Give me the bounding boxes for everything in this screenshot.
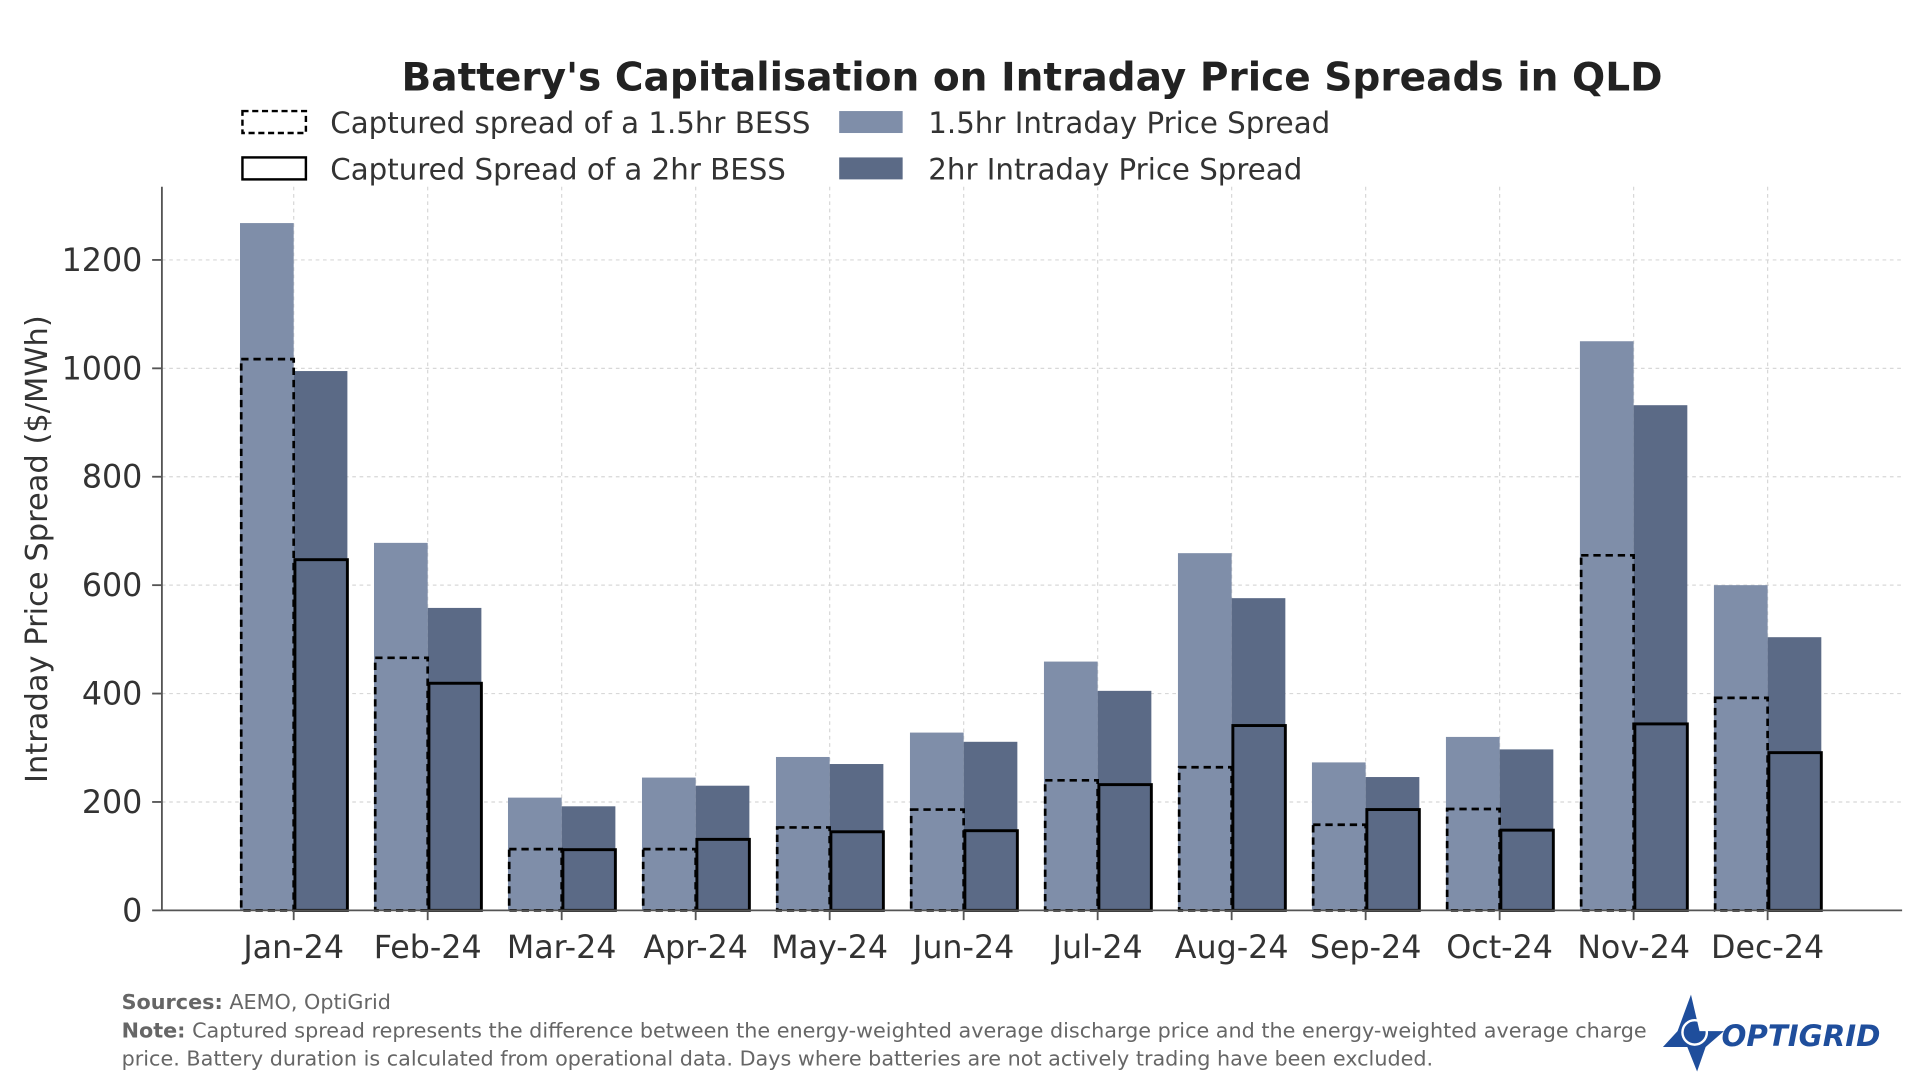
logo-globe-icon [1681, 1018, 1709, 1046]
y-tick-label: 200 [82, 785, 143, 821]
bar-2hr-spread [1767, 637, 1822, 911]
y-tick-label: 1200 [62, 243, 143, 279]
bar-2hr-spread [561, 806, 616, 911]
x-axis-ticks: Jan-24 Feb-24 Mar-24 Apr-24 May-24 Jun-24 Jul-… [241, 910, 1824, 966]
bar-1.5hr-spread [641, 777, 696, 911]
bar-1.5hr-spread [240, 223, 294, 911]
y-axis-ticks: 0 200 400 600 800 1000 1200 [62, 243, 162, 929]
legend-swatch-captured-1.5hr [241, 109, 308, 135]
footer: Sources: AEMO, OptiGrid Note: Captured s… [122, 990, 1647, 1070]
bar-2hr-spread [963, 741, 1018, 911]
x-tick-label: Oct-24 [1446, 930, 1553, 966]
bar-1.5hr-spread [775, 756, 830, 911]
y-axis-label: Intraday Price Spread ($/MWh) [20, 315, 55, 783]
bar-2hr-spread [1231, 598, 1286, 911]
bar-2hr-spread [695, 785, 750, 911]
sources-line: Sources: AEMO, OptiGrid [122, 990, 391, 1014]
x-tick-label: Feb-24 [374, 930, 482, 966]
logo-text: OPTIGRID [1721, 1019, 1880, 1053]
y-tick-label: 600 [82, 568, 143, 604]
x-tick-label: May-24 [771, 930, 888, 966]
legend-swatch-2hr-spread [839, 157, 903, 180]
x-tick-label: Nov-24 [1577, 930, 1690, 966]
legend-label-captured-1.5hr: Captured spread of a 1.5hr BESS [330, 106, 810, 140]
x-tick-label: Mar-24 [507, 930, 617, 966]
bar-1.5hr-spread [1177, 553, 1232, 911]
legend: Captured spread of a 1.5hr BESS Captured… [241, 106, 1330, 186]
bar-1.5hr-spread [1579, 341, 1634, 911]
legend-swatch-captured-2hr [241, 156, 308, 181]
x-tick-label: Jan-24 [241, 930, 344, 966]
logo-bolt-icon [1662, 994, 1724, 1072]
note-line-1: Note: Captured spread represents the dif… [122, 1018, 1647, 1042]
x-tick-label: Jun-24 [911, 930, 1014, 966]
bar-1.5hr-spread [373, 542, 428, 911]
sources-label: Sources: [122, 990, 223, 1014]
x-tick-label: Dec-24 [1711, 930, 1824, 966]
legend-swatch-1.5hr-spread [839, 111, 903, 134]
x-tick-label: Aug-24 [1175, 930, 1289, 966]
bars [239, 223, 1823, 912]
y-tick-label: 800 [82, 460, 143, 496]
bar-1.5hr-spread [507, 797, 562, 911]
y-tick-label: 0 [122, 893, 142, 929]
chart-title: Battery's Capitalisation on Intraday Pri… [401, 55, 1662, 100]
legend-label-1.5hr-spread: 1.5hr Intraday Price Spread [928, 106, 1330, 140]
bar-2hr-spread [293, 371, 348, 911]
note-line-2: price. Battery duration is calculated fr… [122, 1046, 1434, 1070]
bar-2hr-spread [1097, 690, 1152, 911]
note-label: Note: [122, 1018, 186, 1042]
note-text-1: Captured spread represents the differenc… [192, 1018, 1647, 1042]
bar-2hr-spread [829, 764, 884, 911]
bar-1.5hr-spread [1445, 736, 1500, 911]
y-tick-label: 400 [82, 677, 143, 713]
y-tick-label: 1000 [62, 351, 143, 387]
bar-1.5hr-spread [1043, 661, 1098, 911]
x-tick-label: Apr-24 [643, 930, 748, 966]
x-tick-label: Sep-24 [1310, 930, 1422, 966]
bar-2hr-spread [1633, 405, 1688, 911]
bar-1.5hr-spread [909, 732, 964, 911]
legend-label-2hr-spread: 2hr Intraday Price Spread [928, 152, 1302, 186]
bar-captured-1.5hr [239, 357, 296, 912]
bar-2hr-spread [427, 607, 482, 911]
legend-label-captured-2hr: Captured Spread of a 2hr BESS [330, 152, 786, 186]
x-tick-label: Jul-24 [1051, 930, 1143, 966]
bar-1.5hr-spread [1713, 585, 1768, 911]
optigrid-logo: OPTIGRID [1662, 994, 1880, 1072]
bar-1.5hr-spread [1311, 762, 1366, 911]
sources-text: AEMO, OptiGrid [229, 990, 391, 1014]
bar-2hr-spread [1365, 777, 1420, 911]
